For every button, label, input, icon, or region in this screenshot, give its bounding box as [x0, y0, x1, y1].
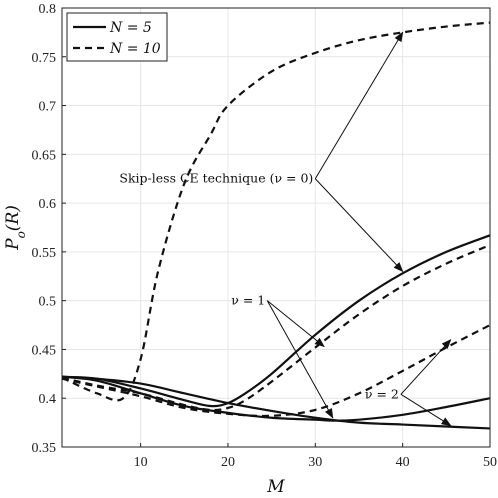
legend-label: N = 10	[109, 41, 161, 57]
annotation-arrow-nu2	[400, 338, 452, 395]
y-tick-label: 0.8	[39, 2, 57, 17]
x-tick-label: 10	[134, 455, 148, 470]
x-tick-label: 20	[221, 455, 235, 470]
y-tick-label: 0.6	[39, 197, 57, 212]
annotation-arrow-nu1	[266, 300, 334, 419]
annotation-arrow-nu1	[266, 300, 325, 348]
y-tick-label: 0.45	[32, 343, 57, 358]
annotation-label-skipless: Skip-less CE technique (ν = 0)	[119, 171, 313, 186]
annotation-arrow-skipless	[314, 178, 404, 273]
y-tick-label: 0.65	[32, 148, 57, 163]
y-tick-label: 0.5	[39, 295, 57, 310]
legend-label: N = 5	[109, 20, 152, 36]
series-line-N5_nu2	[61, 375, 491, 422]
annotation-label-nu2: ν = 2	[365, 386, 399, 401]
series-line-N5_nu1	[61, 375, 491, 430]
y-tick-label: 0.7	[39, 100, 57, 115]
plot-frame	[61, 7, 491, 448]
x-tick-label: 30	[308, 455, 322, 470]
legend-box	[66, 12, 168, 62]
series-line-N10_nu0	[61, 21, 491, 402]
y-tick-label: 0.55	[32, 246, 57, 261]
annotation-label-nu1: ν = 1	[231, 293, 265, 308]
y-tick-label: 0.4	[39, 392, 57, 407]
series-line-N5_nu0	[61, 234, 491, 408]
x-axis-label: M	[266, 477, 285, 497]
annotation-arrow-nu2	[400, 393, 452, 427]
annotations: Skip-less CE technique (ν = 0) ν = 1 ν = 2	[119, 31, 452, 427]
x-tick-label: 40	[396, 455, 410, 470]
x-tick-label: 50	[483, 455, 497, 470]
y-tick-label: 0.75	[32, 51, 57, 66]
legend: N = 5 N = 10	[66, 12, 168, 62]
y-axis-label: Po(R)	[3, 205, 28, 251]
annotation-arrow-skipless	[314, 31, 404, 179]
ticks: 10 20 30 40 50 0.35 0.4 0.45 0.5 0.55 0.6 0.65 0.7 0.…	[32, 2, 498, 470]
y-tick-label: 0.35	[32, 441, 57, 456]
